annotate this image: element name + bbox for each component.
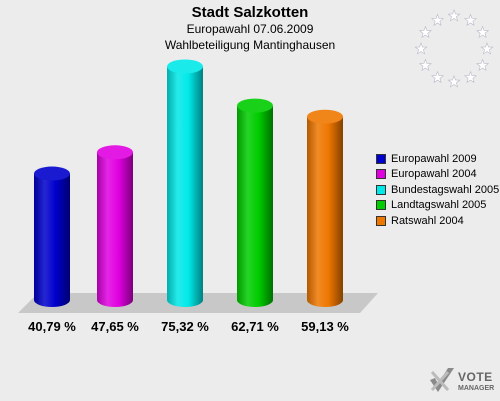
star-icon: [476, 25, 490, 39]
legend-item: Europawahl 2004: [376, 167, 499, 183]
legend-item: Europawahl 2009: [376, 151, 499, 167]
bar-body: [167, 66, 203, 308]
legend-label: Bundestagswahl 2005: [391, 183, 500, 196]
chart-legend: Europawahl 2009 Europawahl 2004 Bundesta…: [376, 151, 499, 229]
star-icon: [418, 25, 432, 39]
bar-body: [237, 105, 273, 307]
bar-top: [34, 166, 70, 181]
check-mark-icon: [430, 368, 454, 392]
bar: [34, 166, 70, 307]
value-label: 59,13 %: [301, 319, 349, 334]
bar-body: [34, 173, 70, 307]
legend-label: Ratswahl 2004: [391, 214, 464, 227]
logo-subtext: MANAGER: [458, 385, 495, 392]
legend-swatch: [376, 153, 386, 164]
bar-top: [97, 145, 133, 160]
star-icon: [463, 13, 478, 26]
legend-swatch: [376, 184, 386, 195]
bar-top: [307, 109, 343, 124]
chart-title: Stadt Salzkotten: [191, 4, 309, 21]
star-icon: [418, 58, 432, 72]
legend-swatch: [376, 200, 386, 211]
value-label: 75,32 %: [161, 319, 209, 334]
votemanager-logo: VOTE MANAGER: [428, 366, 498, 398]
bar: [237, 98, 273, 307]
legend-label: Europawahl 2004: [391, 168, 477, 181]
star-icon: [447, 75, 461, 88]
eu-stars-icon: [414, 9, 494, 88]
chart-subtitle: Europawahl 07.06.2009: [186, 22, 314, 36]
star-icon: [476, 58, 490, 72]
legend-item: Bundestagswahl 2005: [376, 182, 499, 198]
legend-item: Ratswahl 2004: [376, 213, 499, 229]
legend-label: Europawahl 2009: [391, 152, 477, 165]
star-icon: [414, 42, 428, 55]
bar: [97, 145, 133, 307]
legend-swatch: [376, 169, 386, 180]
legend-label: Landtagswahl 2005: [391, 199, 487, 212]
legend-swatch: [376, 215, 386, 226]
chart-subtitle-2: Wahlbeteiligung Mantinghausen: [164, 38, 336, 52]
value-label: 40,79 %: [28, 319, 76, 334]
bar-body: [97, 152, 133, 307]
value-label: 47,65 %: [91, 319, 139, 334]
star-icon: [480, 42, 494, 55]
bar: [307, 109, 343, 308]
star-icon: [430, 13, 445, 26]
star-icon: [430, 70, 445, 84]
logo-text: VOTE: [458, 370, 493, 384]
star-icon: [447, 9, 461, 22]
star-icon: [463, 70, 478, 84]
bar-top: [167, 59, 203, 74]
bar-top: [237, 98, 273, 113]
bar: [167, 59, 203, 308]
legend-item: Landtagswahl 2005: [376, 198, 499, 214]
bar-body: [307, 116, 343, 308]
value-label: 62,71 %: [231, 319, 279, 334]
